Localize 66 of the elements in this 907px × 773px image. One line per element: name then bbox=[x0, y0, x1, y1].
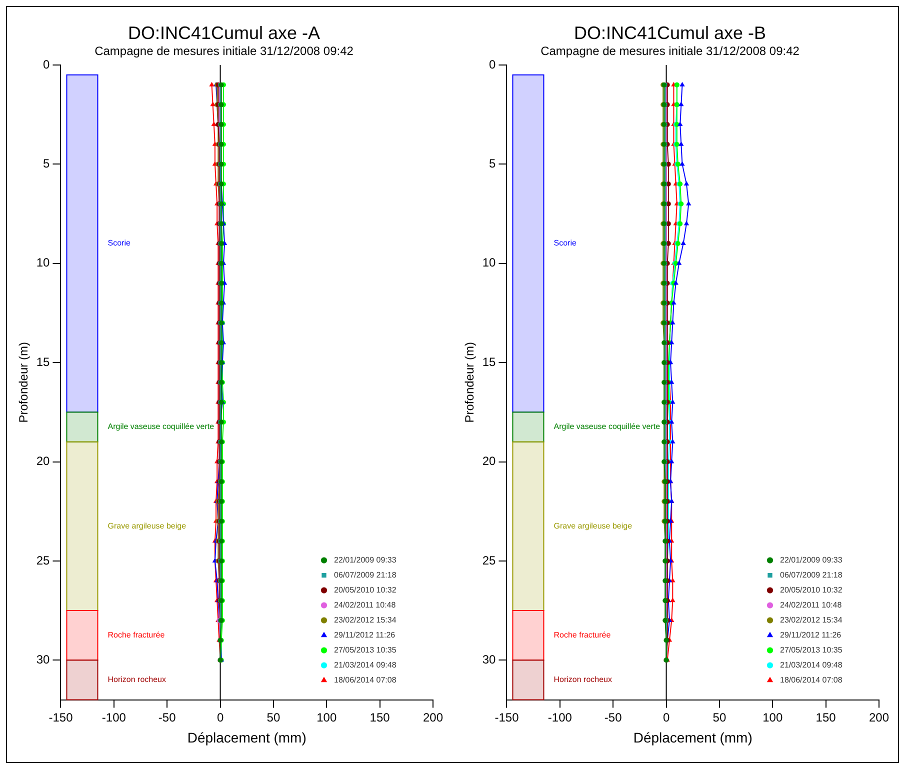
y-tick-label: 30 bbox=[36, 652, 50, 666]
legend-label: 18/06/2014 07:08 bbox=[780, 676, 843, 685]
band-label: Roche fracturée bbox=[108, 630, 166, 640]
band-label: Grave argileuse beige bbox=[108, 521, 187, 530]
legend-label: 27/05/2013 10:35 bbox=[780, 646, 843, 655]
legend-label: 29/11/2012 11:26 bbox=[780, 630, 842, 640]
x-axis-title: Déplacement (mm) bbox=[633, 729, 752, 746]
x-tick-label: -50 bbox=[158, 710, 176, 724]
legend-label: 23/02/2012 15:34 bbox=[334, 616, 397, 625]
y-tick-label: 0 bbox=[43, 57, 50, 72]
y-tick-label: 15 bbox=[36, 354, 50, 369]
chart-title: DO:INC41Cumul axe -A bbox=[128, 22, 320, 43]
band-label: Roche fracturée bbox=[554, 630, 612, 640]
chart-subtitle: Campagne de mesures initiale 31/12/2008 09:42 bbox=[540, 44, 800, 58]
x-tick-label: 150 bbox=[816, 710, 836, 724]
x-tick-label: 0 bbox=[216, 710, 224, 724]
legend-label: 24/02/2011 10:48 bbox=[334, 600, 396, 610]
x-axis-title: Déplacement (mm) bbox=[187, 729, 306, 746]
y-tick-label: 25 bbox=[482, 553, 496, 568]
legend-label: 18/06/2014 07:08 bbox=[334, 676, 397, 685]
chart-title: DO:INC41Cumul axe -B bbox=[574, 22, 766, 43]
x-tick-label: -150 bbox=[48, 710, 74, 724]
x-tick-label: 50 bbox=[266, 710, 280, 724]
chart-subtitle: Campagne de mesures initiale 31/12/2008 09:42 bbox=[94, 44, 354, 58]
y-tick-label: 15 bbox=[482, 354, 496, 369]
y-axis-title: Profondeur (m) bbox=[462, 342, 477, 423]
legend-label: 24/02/2011 10:48 bbox=[780, 600, 842, 610]
y-tick-label: 5 bbox=[43, 156, 50, 170]
band-label: Argile vaseuse coquillée verte bbox=[554, 422, 661, 432]
legend-label: 06/07/2009 21:18 bbox=[334, 570, 397, 580]
band-label: Horizon rocheux bbox=[108, 675, 166, 684]
legend-label: 06/07/2009 21:18 bbox=[780, 570, 843, 580]
band-label: Scorie bbox=[108, 238, 131, 248]
x-tick-label: -50 bbox=[604, 710, 622, 724]
y-tick-label: 20 bbox=[482, 454, 496, 468]
x-tick-label: 150 bbox=[370, 710, 390, 724]
legend-label: 29/11/2012 11:26 bbox=[334, 630, 396, 640]
legend-label: 21/03/2014 09:48 bbox=[780, 660, 843, 670]
band-label: Grave argileuse beige bbox=[554, 521, 633, 530]
legend-label: 23/02/2012 15:34 bbox=[780, 616, 843, 625]
band-label: Horizon rocheux bbox=[554, 675, 612, 684]
x-tick-label: 200 bbox=[868, 710, 890, 724]
y-tick-label: 20 bbox=[36, 454, 50, 468]
y-axis-title: Profondeur (m) bbox=[16, 342, 31, 423]
y-tick-label: 30 bbox=[482, 652, 496, 666]
legend-label: 20/05/2010 10:32 bbox=[334, 586, 397, 595]
x-tick-label: -100 bbox=[102, 710, 126, 724]
band-label: Argile vaseuse coquillée verte bbox=[108, 422, 215, 432]
legend-label: 21/03/2014 09:48 bbox=[334, 660, 397, 670]
y-tick-label: 10 bbox=[36, 256, 50, 270]
legend-label: 20/05/2010 10:32 bbox=[780, 586, 843, 595]
legend-label: 22/01/2009 09:33 bbox=[334, 556, 397, 565]
y-tick-label: 0 bbox=[489, 57, 496, 72]
band-label: Scorie bbox=[554, 238, 577, 248]
y-tick-label: 5 bbox=[489, 156, 496, 170]
x-tick-label: 200 bbox=[422, 710, 444, 724]
y-tick-label: 10 bbox=[482, 256, 496, 270]
x-tick-label: 0 bbox=[662, 710, 670, 724]
x-tick-label: -100 bbox=[548, 710, 572, 724]
y-tick-label: 25 bbox=[36, 553, 50, 568]
x-tick-label: 100 bbox=[316, 710, 337, 724]
x-tick-label: -150 bbox=[494, 710, 520, 724]
legend-label: 22/01/2009 09:33 bbox=[780, 556, 843, 565]
legend-label: 27/05/2013 10:35 bbox=[334, 646, 397, 655]
x-tick-label: 100 bbox=[762, 710, 783, 724]
x-tick-label: 50 bbox=[712, 710, 726, 724]
